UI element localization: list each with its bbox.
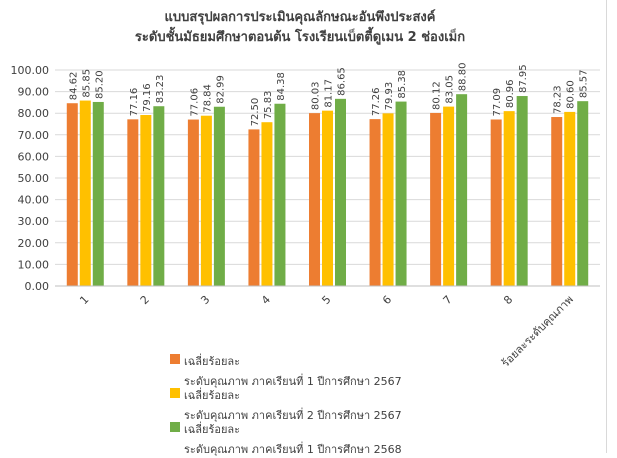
y-tick-label: 60.00: [18, 150, 50, 163]
x-tick-label: 1: [77, 293, 91, 307]
data-label: 83.05: [445, 75, 456, 104]
data-label: 85.38: [397, 70, 408, 99]
data-label: 85.57: [579, 70, 590, 99]
legend-sublabel-series-1: ระดับคุณภาพ ภาคเรียนที่ 1 ปีการศึกษา 256…: [184, 375, 402, 388]
y-tick-label: 20.00: [18, 237, 50, 250]
data-label: 86.65: [337, 67, 348, 96]
data-label: 77.16: [129, 88, 140, 117]
bar-series-2-cat-5: [322, 110, 333, 287]
x-tick-label: 7: [441, 293, 455, 307]
data-label: 83.23: [155, 75, 166, 104]
legend-swatch-series-2: [170, 388, 180, 398]
data-label: 75.83: [263, 91, 274, 120]
bar-series-1-cat-3: [187, 119, 199, 286]
bar-series-1-cat-8: [490, 119, 502, 287]
data-label: 81.17: [324, 79, 335, 108]
chart-border: [606, 0, 607, 453]
x-tick-label: 3: [198, 293, 212, 307]
bar-series-3-cat-7: [456, 94, 468, 286]
bar-series-3-cat-8: [516, 96, 528, 286]
bar-series-2-cat-7: [443, 106, 455, 286]
x-tick-label: 6: [380, 293, 394, 307]
data-label: 80.12: [432, 81, 443, 110]
y-tick-label: 40.00: [18, 194, 50, 207]
bar-series-1-cat-2: [127, 119, 139, 286]
chart-title: แบบสรุปผลการประเมินคุณลักษณะอันพึงประสงค…: [164, 10, 436, 25]
bar-series-3-cat-5: [335, 98, 346, 286]
data-label: 72.50: [250, 98, 261, 127]
bar-series-1-cat-5: [309, 113, 320, 287]
y-tick-label: 30.00: [18, 215, 50, 228]
x-tick-label: 2: [138, 293, 152, 307]
data-label: 85.85: [81, 69, 92, 98]
bar-series-3-cat-1: [92, 101, 104, 286]
data-label: 84.62: [68, 72, 79, 101]
data-label: 79.16: [142, 83, 153, 112]
data-label: 85.20: [94, 70, 105, 99]
data-label: 77.26: [371, 87, 382, 116]
y-tick-label: 90.00: [18, 86, 50, 99]
data-label: 78.23: [553, 85, 564, 114]
legend-sublabel-series-2: ระดับคุณภาพ ภาคเรียนที่ 2 ปีการศึกษา 256…: [184, 409, 402, 422]
bar-series-3-cat-6: [395, 101, 407, 287]
bar-series-2-cat-9: [564, 111, 576, 287]
bar-series-3-cat-9: [577, 101, 589, 287]
bar-series-2-cat-6: [382, 113, 394, 286]
data-label: 77.09: [492, 88, 503, 117]
bar-series-2-cat-1: [79, 100, 91, 287]
bar-series-1-cat-4: [248, 129, 260, 286]
data-label: 77.06: [189, 88, 200, 117]
legend-label-series-3: เฉลี่ยร้อยละ: [184, 423, 241, 436]
x-tick-label: 4: [259, 293, 273, 307]
bar-series-1-cat-1: [66, 103, 78, 287]
bar-series-2-cat-3: [200, 115, 212, 286]
bar-series-2-cat-2: [140, 115, 152, 286]
data-label: 78.84: [202, 84, 213, 113]
bar-series-3-cat-2: [153, 106, 165, 286]
data-label: 88.80: [458, 63, 469, 92]
legend-swatch-series-3: [170, 422, 180, 432]
x-tick-label: 8: [501, 293, 515, 307]
bar-series-1-cat-9: [551, 117, 563, 287]
y-tick-label: 10.00: [18, 258, 50, 271]
y-tick-label: 100.00: [11, 64, 50, 77]
chart-subtitle: ระดับชั้นมัธยมศึกษาตอนต้น โรงเรียนเบ็ตตี…: [134, 30, 466, 45]
x-tick-label: 5: [319, 293, 333, 307]
legend-label-series-1: เฉลี่ยร้อยละ: [184, 355, 241, 368]
y-tick-label: 0.00: [25, 280, 50, 293]
bar-series-3-cat-4: [274, 103, 286, 286]
legend-swatch-series-1: [170, 354, 180, 364]
legend-sublabel-series-3: ระดับคุณภาพ ภาคเรียนที่ 1 ปีการศึกษา 256…: [184, 443, 402, 456]
y-tick-label: 70.00: [18, 129, 50, 142]
bar-series-2-cat-8: [503, 111, 515, 286]
bar-series-1-cat-6: [369, 119, 381, 286]
data-label: 82.99: [215, 75, 226, 104]
bar-series-3-cat-3: [213, 106, 225, 286]
bar-series-2-cat-4: [261, 122, 273, 286]
data-label: 80.96: [505, 79, 516, 108]
data-label: 80.60: [566, 80, 577, 109]
legend-label-series-2: เฉลี่ยร้อยละ: [184, 389, 241, 402]
data-label: 80.03: [311, 81, 322, 110]
y-tick-label: 80.00: [18, 107, 50, 120]
data-label: 87.95: [518, 64, 529, 93]
data-label: 79.93: [384, 82, 395, 111]
data-label: 84.38: [276, 72, 287, 101]
y-tick-label: 50.00: [18, 172, 50, 185]
bar-series-1-cat-7: [430, 112, 442, 287]
